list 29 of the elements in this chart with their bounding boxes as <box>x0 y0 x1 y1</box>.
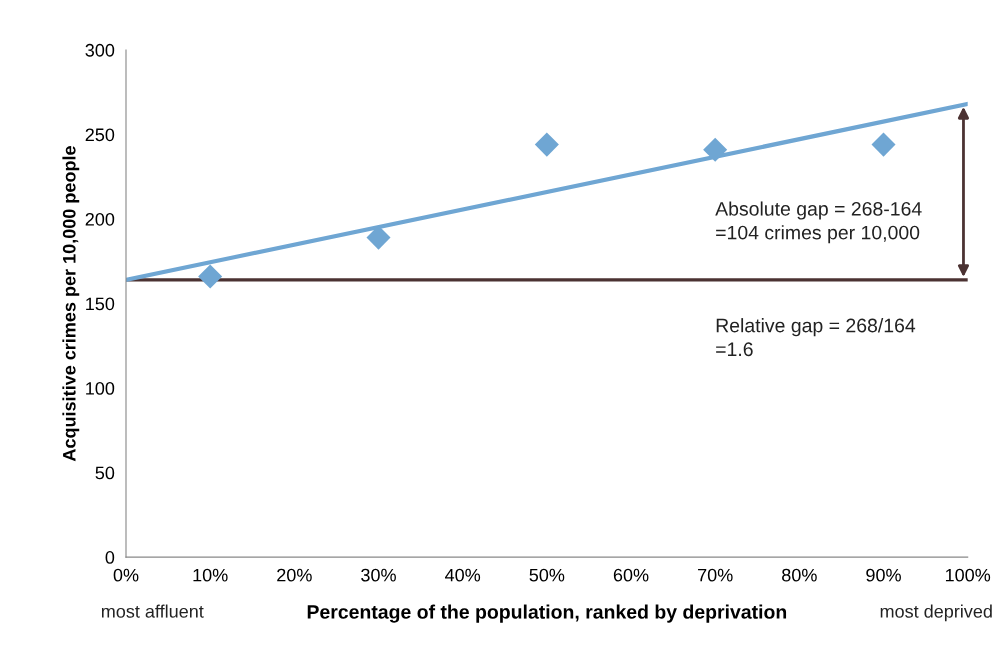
x-tick-label: 20% <box>277 568 312 582</box>
x-tick-label: 0% <box>113 568 139 582</box>
x-tick-label: 40% <box>445 568 481 582</box>
text: most deprived <box>880 604 992 622</box>
point <box>871 132 896 157</box>
text: most affluent <box>101 604 204 618</box>
point <box>366 225 391 250</box>
y-tick-label: 50 <box>95 466 115 480</box>
x-tick-label: 60% <box>613 568 649 582</box>
x-tick-label: 50% <box>529 568 565 582</box>
x-tick-label: 10% <box>193 568 228 582</box>
x-tick-label: 80% <box>782 568 817 582</box>
y-axis-title: Acquisitive crimes per 10,000 people <box>62 146 80 462</box>
y-tick-label: 150 <box>86 297 115 311</box>
x-tick-label: 100% <box>945 568 991 582</box>
point <box>703 137 728 162</box>
y-tick-label: 200 <box>85 212 115 226</box>
x-tick-label: 90% <box>866 568 901 582</box>
annotation: Relative gap = 268/164 =1.6 <box>716 318 916 357</box>
y-tick-label: 0 <box>105 551 115 564</box>
y-tick-label: 300 <box>85 43 115 57</box>
point <box>198 264 223 289</box>
x-tick-label: 30% <box>361 568 396 582</box>
annotation: Absolute gap = 268-164 =104 crimes per 10,000 <box>715 201 922 244</box>
y-tick-label: 100 <box>86 382 115 395</box>
point <box>534 132 559 157</box>
x-tick-label: 70% <box>698 568 733 582</box>
y-tick-label: 250 <box>85 128 115 142</box>
x-axis-title: Percentage of the population, ranked by deprivation <box>307 604 787 623</box>
